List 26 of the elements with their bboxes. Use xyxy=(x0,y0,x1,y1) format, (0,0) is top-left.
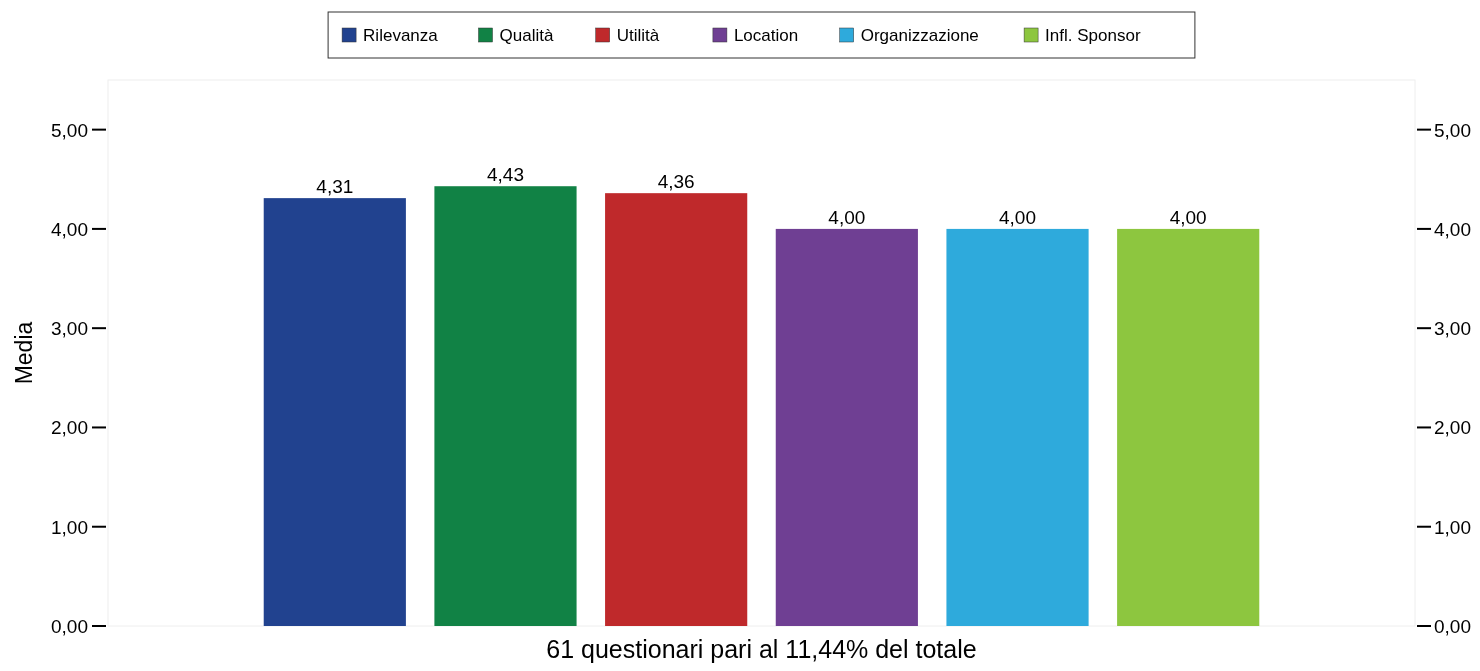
data-label: 4,00 xyxy=(828,206,866,228)
legend-label: Qualità xyxy=(499,26,554,45)
y2-tick-label: 3,00 xyxy=(1434,318,1471,340)
y2-tick-label: 4,00 xyxy=(1434,218,1471,240)
y2-tick-label: 1,00 xyxy=(1434,516,1471,538)
legend-label: Organizzazione xyxy=(860,26,979,45)
legend-label: Location xyxy=(733,26,799,45)
y-tick-label: 1,00 xyxy=(51,516,88,538)
y-tick-label: 3,00 xyxy=(51,318,88,340)
data-label: 4,00 xyxy=(999,206,1037,228)
y2-tick-label: 0,00 xyxy=(1434,616,1471,637)
legend-label: Utilità xyxy=(616,26,660,45)
y-tick-label: 5,00 xyxy=(51,119,88,141)
data-label: 4,00 xyxy=(1169,206,1207,228)
data-label: 4,31 xyxy=(316,176,354,198)
y2-tick-label: 5,00 xyxy=(1434,119,1471,141)
y-tick-label: 2,00 xyxy=(51,417,88,439)
legend-label: Rilevanza xyxy=(363,26,439,45)
y-tick-label: 0,00 xyxy=(51,616,88,637)
y-axis-title: Media xyxy=(11,321,37,385)
y2-tick-label: 2,00 xyxy=(1434,417,1471,439)
data-label: 4,36 xyxy=(657,171,695,193)
x-axis-title: 61 questionari pari al 11,44% del totale xyxy=(546,635,977,663)
legend-label: Infl. Sponsor xyxy=(1045,26,1141,45)
y-tick-label: 4,00 xyxy=(51,218,88,240)
data-label: 4,43 xyxy=(486,164,524,186)
